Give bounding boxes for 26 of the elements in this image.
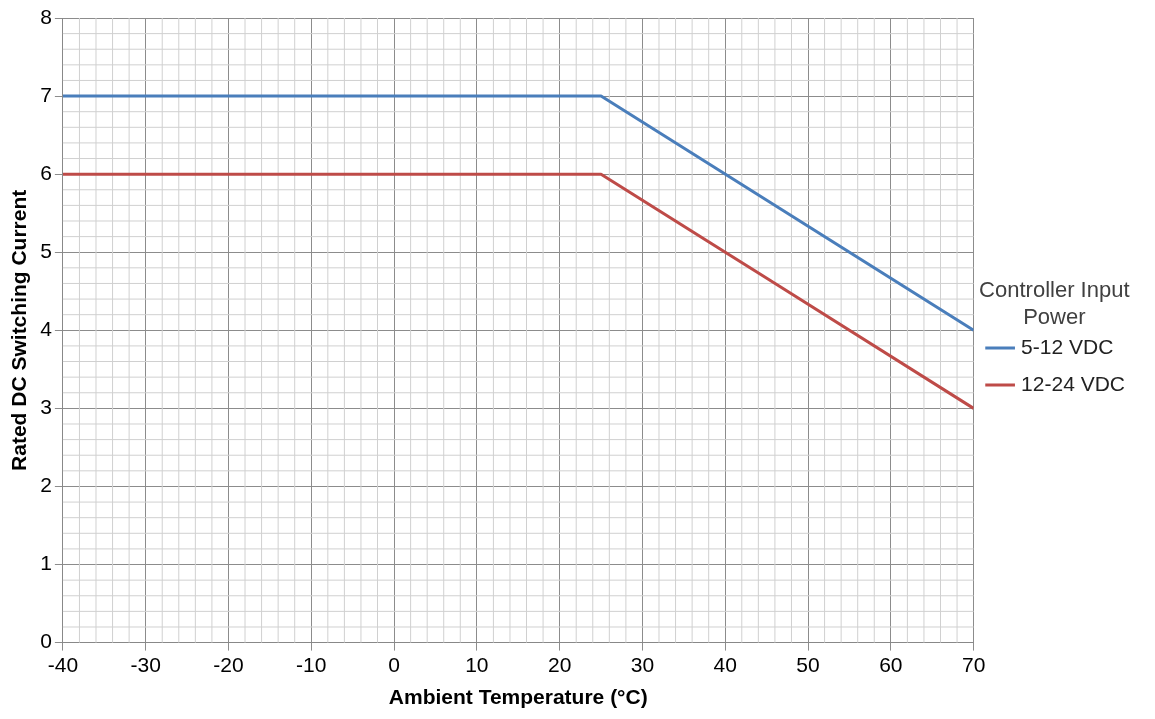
x-tick-label: 30 bbox=[630, 653, 655, 676]
y-tick-label: 7 bbox=[40, 82, 52, 106]
legend-title: Controller Input Power bbox=[979, 276, 1130, 329]
y-tick-label: 4 bbox=[40, 317, 53, 341]
x-tick-label: -20 bbox=[213, 653, 244, 676]
x-tick-label: -10 bbox=[296, 653, 327, 676]
y-tick-label: 5 bbox=[40, 239, 52, 263]
y-tick-label: 8 bbox=[40, 4, 52, 28]
y-tick-label: 6 bbox=[40, 160, 52, 184]
x-tick-label: 50 bbox=[796, 653, 820, 676]
x-tick-label: 10 bbox=[465, 653, 489, 676]
x-tick-label: 40 bbox=[713, 653, 737, 676]
x-tick-label: 20 bbox=[547, 653, 572, 676]
x-axis-title: Ambient Temperature (°C) bbox=[388, 685, 648, 709]
y-tick-label: 2 bbox=[40, 473, 52, 497]
legend-label: 12-24 VDC bbox=[1021, 371, 1126, 395]
y-tick-label: 0 bbox=[40, 629, 52, 653]
y-axis-title: Rated DC Switching Current bbox=[7, 189, 31, 471]
x-tick-label: 60 bbox=[879, 653, 903, 676]
x-tick-label: 70 bbox=[961, 653, 986, 676]
y-tick-label: 3 bbox=[40, 395, 52, 419]
x-tick-label: -40 bbox=[47, 653, 79, 676]
x-tick-label: 0 bbox=[388, 653, 400, 676]
legend-label: 5-12 VDC bbox=[1021, 334, 1114, 358]
y-tick-label: 1 bbox=[40, 551, 52, 575]
x-tick-label: -30 bbox=[130, 653, 161, 676]
